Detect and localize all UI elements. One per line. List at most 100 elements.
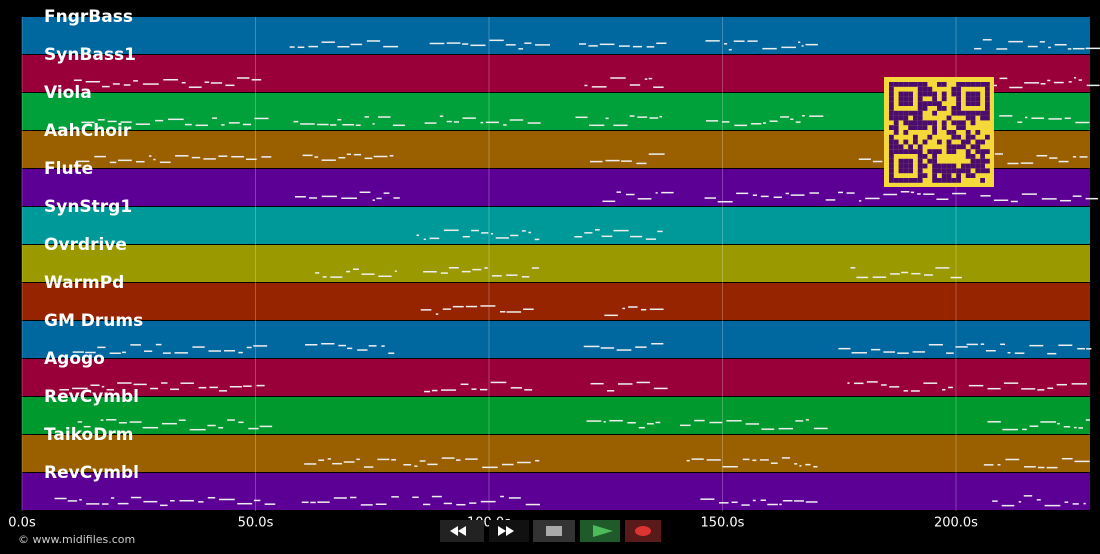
note xyxy=(150,387,158,390)
note xyxy=(589,124,605,127)
qr-module xyxy=(980,168,985,174)
qr-module xyxy=(961,110,966,116)
note xyxy=(769,120,778,122)
note xyxy=(798,41,801,43)
qr-module xyxy=(941,163,947,169)
qr-module xyxy=(922,86,928,92)
note xyxy=(782,499,793,502)
note xyxy=(423,238,426,241)
note xyxy=(1044,504,1061,507)
note xyxy=(1074,460,1090,463)
qr-module xyxy=(913,134,918,140)
note xyxy=(1072,47,1085,50)
qr-module xyxy=(985,115,990,121)
note xyxy=(1022,428,1027,431)
qr-module xyxy=(932,91,937,97)
note xyxy=(917,193,921,195)
qr-module xyxy=(951,106,957,111)
qr-module xyxy=(917,86,923,92)
note xyxy=(987,421,1001,423)
note xyxy=(129,421,142,423)
note xyxy=(462,235,470,238)
note xyxy=(1037,389,1045,391)
qr-module xyxy=(889,86,894,92)
note xyxy=(1086,84,1100,87)
qr-module xyxy=(980,154,985,159)
note xyxy=(1048,118,1062,120)
qr-module xyxy=(980,158,985,164)
qr-module xyxy=(975,101,981,106)
rewind-button[interactable] xyxy=(440,520,484,542)
note xyxy=(440,272,448,274)
note xyxy=(443,229,459,232)
qr-module xyxy=(903,115,909,121)
note xyxy=(330,124,337,126)
qr-module xyxy=(932,120,937,126)
note xyxy=(637,198,652,200)
note xyxy=(480,500,496,503)
note xyxy=(955,346,968,348)
note xyxy=(809,192,820,194)
forward-button[interactable] xyxy=(489,520,529,542)
qr-module xyxy=(951,130,957,135)
note xyxy=(388,352,395,354)
qr-module xyxy=(946,163,952,169)
note xyxy=(221,124,225,126)
note xyxy=(1049,157,1058,159)
qr-module xyxy=(893,130,899,135)
qr-module xyxy=(893,125,899,130)
qr-module xyxy=(889,134,894,140)
note xyxy=(649,117,659,119)
note xyxy=(143,350,153,352)
note xyxy=(383,192,390,194)
note xyxy=(813,465,818,468)
note xyxy=(846,192,855,194)
stop-button[interactable] xyxy=(533,520,575,542)
qr-module xyxy=(903,149,909,154)
note xyxy=(1036,499,1041,501)
note xyxy=(728,48,732,51)
record-button[interactable] xyxy=(625,520,661,542)
note xyxy=(900,191,910,193)
qr-module xyxy=(970,154,976,159)
qr-module xyxy=(970,101,976,106)
qr-module xyxy=(970,110,976,116)
x-tick-label: 0.0s xyxy=(8,516,36,531)
note xyxy=(155,343,162,346)
note xyxy=(314,156,319,158)
qr-module xyxy=(889,139,894,145)
note xyxy=(752,194,758,196)
note xyxy=(974,47,982,50)
qr-module xyxy=(937,163,942,169)
qr-module xyxy=(985,91,990,97)
note xyxy=(508,497,521,499)
play-button[interactable] xyxy=(580,520,620,542)
note xyxy=(381,345,385,347)
note xyxy=(646,46,655,48)
qr-module xyxy=(951,168,957,174)
qr-module xyxy=(913,139,918,145)
qr-code xyxy=(884,77,994,187)
note xyxy=(85,351,96,354)
note xyxy=(524,389,533,391)
qr-module xyxy=(893,120,899,126)
note xyxy=(752,459,757,462)
note xyxy=(704,197,717,199)
note xyxy=(656,42,667,45)
note xyxy=(203,158,216,160)
qr-module xyxy=(908,110,913,116)
note xyxy=(54,497,67,500)
track-name: RevCymbl xyxy=(44,387,139,407)
note xyxy=(1075,121,1090,124)
qr-module xyxy=(889,101,894,106)
note xyxy=(1059,199,1072,202)
qr-module xyxy=(913,115,918,121)
note xyxy=(781,457,791,459)
qr-module xyxy=(889,149,894,154)
note xyxy=(73,79,82,81)
note xyxy=(872,276,887,278)
note xyxy=(117,159,132,162)
note xyxy=(795,420,804,422)
note xyxy=(130,496,142,499)
